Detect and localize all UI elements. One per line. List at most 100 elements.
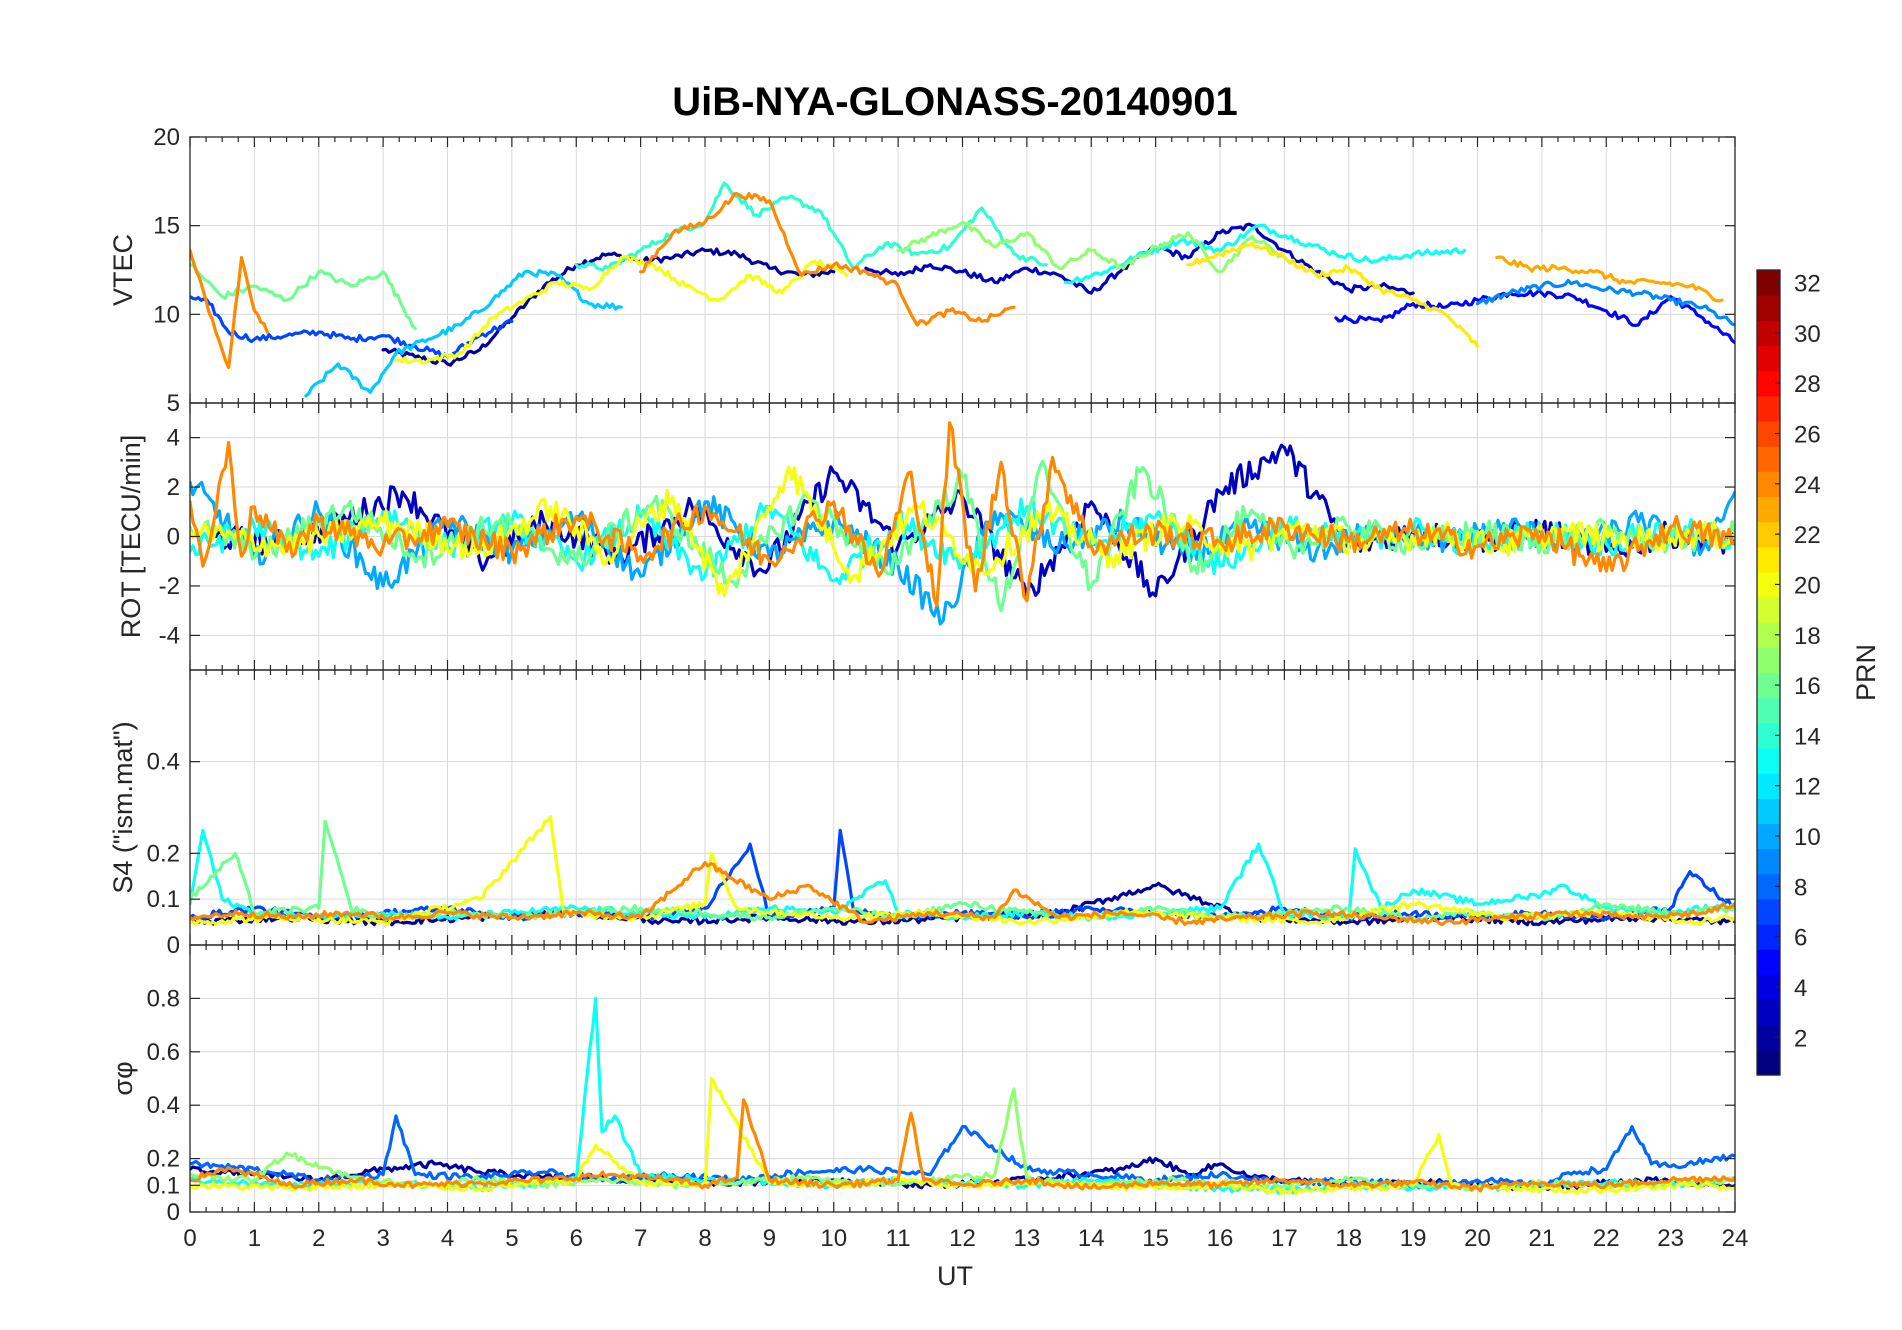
- colorbar-segment: [1757, 446, 1780, 472]
- x-tick-label: 3: [376, 1225, 389, 1252]
- y-tick-label: 0.1: [147, 886, 180, 913]
- colorbar-segment: [1757, 873, 1780, 900]
- colorbar-segment: [1757, 697, 1780, 724]
- x-tick-label: 24: [1722, 1225, 1749, 1252]
- colorbar-tick-label: 32: [1794, 271, 1821, 298]
- y-tick-label: -2: [159, 573, 180, 600]
- series-line-prn-17: [896, 220, 1286, 274]
- y-tick-label: 0.4: [147, 1092, 180, 1119]
- series-line-prn-24: [190, 248, 269, 370]
- colorbar-segment: [1757, 1024, 1780, 1051]
- y-tick-label: 0: [167, 932, 180, 959]
- series-line-prn-23: [1495, 255, 1724, 303]
- y-tick-label: 0.2: [147, 840, 180, 867]
- colorbar-segment: [1757, 420, 1780, 447]
- x-tick-label: 21: [1529, 1225, 1556, 1252]
- y-tick-label: 20: [153, 124, 180, 151]
- colorbar-segment: [1757, 773, 1780, 799]
- x-tick-label: 16: [1207, 1225, 1234, 1252]
- series-line-prn-13: [1063, 223, 1467, 285]
- colorbar-segment: [1757, 747, 1780, 774]
- series-line-prn-2: [381, 247, 836, 367]
- series-group: [190, 421, 1735, 626]
- y-axis-label-panel-4: σφ: [108, 1061, 138, 1095]
- y-axis-label-panel-2: ROT [TECU/min]: [116, 435, 146, 639]
- colorbar-tick-label: 28: [1794, 371, 1821, 398]
- series-line-prn-9: [1475, 278, 1735, 327]
- x-tick-label: 19: [1400, 1225, 1427, 1252]
- y-tick-label: 0.8: [147, 985, 180, 1012]
- y-tick-label: 0: [167, 524, 180, 551]
- colorbar-segment: [1757, 798, 1780, 825]
- x-tick-label: 14: [1078, 1225, 1105, 1252]
- colorbar-tick-label: 16: [1794, 673, 1821, 700]
- series-line-prn-24: [190, 421, 1735, 608]
- y-tick-label: 0.6: [147, 1039, 180, 1066]
- colorbar-segment: [1757, 521, 1780, 548]
- colorbar-tick-label: 18: [1794, 623, 1821, 650]
- x-axis-tick-labels: 0 1 2 3 4 5 6 7 8 9 10 11 12 13 14 15 16 17 18 19 20 21 22 23 24: [183, 1225, 1748, 1252]
- colorbar-segment: [1757, 395, 1780, 422]
- colorbar-segment: [1757, 345, 1780, 372]
- x-tick-label: 6: [570, 1225, 583, 1252]
- colorbar-segment: [1757, 672, 1780, 699]
- colorbar-tick-label: 4: [1794, 975, 1807, 1002]
- colorbar-segment: [1757, 320, 1780, 347]
- colorbar-tick-label: 22: [1794, 522, 1821, 549]
- colorbar-tick-label: 8: [1794, 874, 1807, 901]
- colorbar-segment: [1757, 471, 1780, 498]
- x-tick-label: 8: [698, 1225, 711, 1252]
- colorbar-segment: [1757, 999, 1780, 1026]
- series-group: [190, 996, 1735, 1196]
- colorbar-tick-label: 20: [1794, 572, 1821, 599]
- y-tick-label: 0.1: [147, 1172, 180, 1199]
- panel-2: -4 -2 0 2 4 ROT [TECU/min]: [116, 402, 1736, 671]
- y-tick-label: 10: [153, 301, 180, 328]
- chart-title: UiB-NYA-GLONASS-20140901: [672, 80, 1237, 124]
- x-tick-label: 0: [183, 1225, 196, 1252]
- colorbar-tick-label: 12: [1794, 774, 1821, 801]
- x-tick-label: 7: [634, 1225, 647, 1252]
- panel-1: 5 10 15 20 VTEC: [108, 124, 1736, 417]
- panel-3: 0 0.1 0.2 0.4 S4 ("ism.mat"): [108, 669, 1736, 959]
- y-tick-label: 0.2: [147, 1146, 180, 1173]
- series-group: [190, 181, 1735, 398]
- series-line-prn-20: [394, 255, 849, 365]
- x-tick-label: 5: [505, 1225, 518, 1252]
- x-tick-label: 15: [1142, 1225, 1169, 1252]
- y-tick-label: 5: [167, 390, 180, 417]
- y-axis-label-panel-1: VTEC: [108, 234, 138, 306]
- series-line-prn-20: [190, 465, 1735, 598]
- x-tick-label: 11: [886, 1225, 911, 1252]
- colorbar-segment: [1757, 295, 1780, 321]
- series-line-prn-7: [190, 295, 514, 360]
- series-line-prn-21: [1186, 241, 1480, 348]
- y-tick-label: 2: [167, 474, 180, 501]
- y-tick-label: 0.4: [147, 749, 180, 776]
- colorbar-segment: [1757, 823, 1780, 850]
- series-group: [190, 815, 1735, 927]
- x-axis-label: UT: [937, 1261, 973, 1291]
- x-tick-label: 2: [312, 1225, 325, 1252]
- colorbar-segment: [1757, 546, 1780, 573]
- colorbar-segment: [1757, 949, 1780, 975]
- panel-4: 00.10.2 0.4 0.6 0.8 σφ: [108, 944, 1736, 1226]
- series-line-prn-24: [190, 860, 1735, 927]
- colorbar-segment: [1757, 597, 1780, 623]
- x-tick-label: 23: [1657, 1225, 1684, 1252]
- series-line-prn-8: [190, 1114, 1735, 1190]
- colorbar-tick-label: 30: [1794, 321, 1821, 348]
- series-line-prn-24: [190, 1098, 1735, 1193]
- colorbar-segment: [1757, 647, 1780, 674]
- colorbar-frame: [1756, 269, 1781, 1076]
- colorbar-segment: [1757, 571, 1780, 598]
- x-tick-label: 17: [1271, 1225, 1298, 1252]
- x-tick-label: 22: [1593, 1225, 1620, 1252]
- colorbar-segment: [1757, 722, 1780, 749]
- x-tick-label: 12: [949, 1225, 976, 1252]
- x-tick-label: 18: [1335, 1225, 1362, 1252]
- y-axis-label-panel-3: S4 ("ism.mat"): [108, 721, 138, 893]
- colorbar-segment: [1757, 1049, 1780, 1076]
- colorbar-segment: [1757, 622, 1780, 648]
